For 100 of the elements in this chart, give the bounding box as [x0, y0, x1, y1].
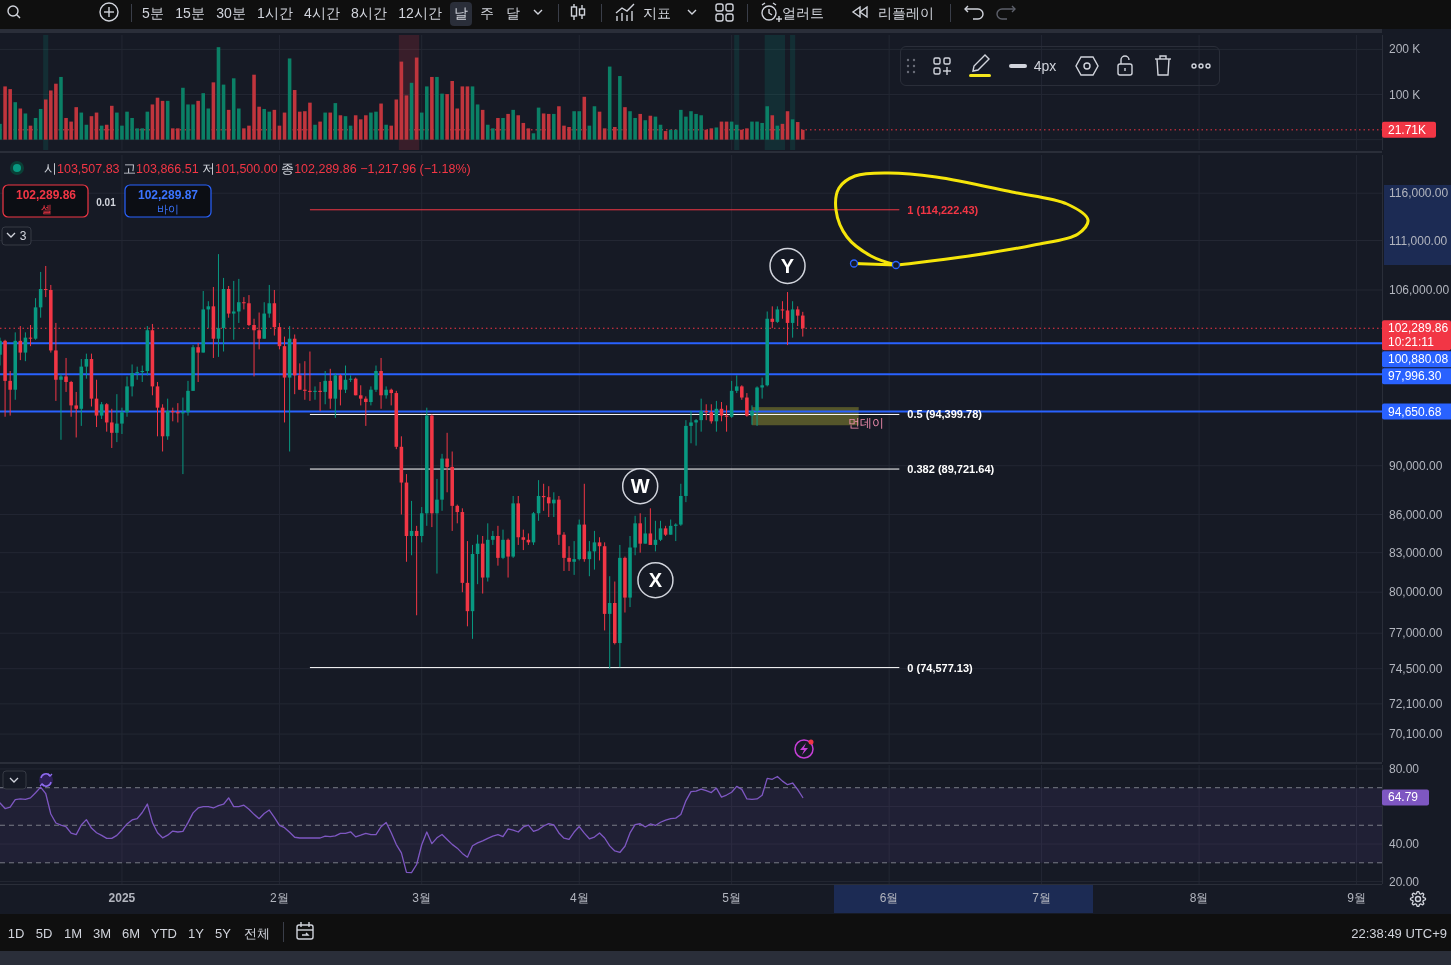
ref-line-label: 97,996.30 [1388, 369, 1442, 384]
y-tick-label: 72,100.00 [1389, 696, 1443, 711]
x-tick-label: 5월 [722, 891, 741, 905]
candlestick [130, 363, 134, 397]
candlestick [364, 395, 368, 427]
candlestick [115, 393, 119, 443]
candlestick [435, 478, 439, 575]
candlestick [567, 545, 571, 572]
candlestick [43, 265, 48, 298]
bar [196, 100, 200, 140]
series-label: 0.5 (94,399.78) [907, 408, 983, 421]
candlestick [8, 370, 12, 417]
candlestick [328, 368, 333, 410]
candlestick [303, 360, 307, 401]
candlestick [689, 410, 693, 444]
bar [704, 129, 709, 140]
candlestick [231, 280, 236, 341]
bar [663, 131, 668, 140]
text: 주 [480, 5, 494, 21]
text: 12시간 [398, 5, 442, 21]
annotation: 셀 [40, 203, 52, 215]
candlestick [237, 278, 241, 324]
y-tick-label: 200 K [1389, 42, 1421, 57]
candlestick [313, 385, 317, 401]
bar [430, 76, 434, 140]
text: 얼러트 [782, 5, 824, 21]
y-tick-label: 20.00 [1389, 874, 1420, 889]
text: 1D [7, 925, 25, 941]
candlestick [181, 397, 185, 475]
x-tick-label: 2025 [108, 891, 136, 905]
candlestick [110, 408, 114, 449]
text: 5Y [215, 925, 232, 941]
candlestick [369, 385, 373, 406]
candlestick [186, 380, 190, 417]
y-tick-label: 74,500.00 [1389, 661, 1443, 676]
series-label: 먼데이 [847, 416, 884, 431]
annotation: 0.01 [96, 196, 117, 208]
text: 1Y [188, 925, 205, 941]
text: YTD [151, 925, 177, 941]
candlestick [297, 362, 302, 391]
bar [313, 124, 317, 140]
text: 30분 [216, 5, 246, 21]
text: 5분 [142, 5, 164, 21]
series-label: 1 (114,222.43) [907, 203, 979, 216]
x-tick-label: 6월 [879, 891, 899, 905]
text: 64.79 [1388, 790, 1419, 805]
candlestick [140, 365, 145, 383]
y-tick-label: 77,000.00 [1389, 626, 1443, 641]
annotation: 바이 [157, 203, 179, 215]
x-tick-label: 4월 [569, 891, 589, 905]
bar [237, 108, 241, 140]
candlestick [638, 512, 642, 554]
bar [506, 113, 510, 140]
text: 6M [121, 925, 141, 941]
annotation: 102,289.87 [137, 188, 199, 202]
text: 지표 [643, 5, 671, 21]
candlestick [552, 491, 556, 518]
candlestick [699, 398, 703, 433]
bar [379, 103, 383, 140]
annotation: 시103,507.83 고103,866.51 저101,500.00 종102,289.86 −1,217.96 (−1.18%) [44, 162, 471, 176]
bar [110, 105, 114, 140]
ref-line-label: 94,650.68 [1388, 404, 1442, 419]
y-tick-label: 106,000.00 [1389, 283, 1450, 297]
bar [734, 124, 739, 140]
bar [501, 117, 505, 140]
annotation: 3 [19, 229, 27, 243]
candlestick [64, 357, 68, 393]
ref-line-label: 21.71K [1388, 122, 1427, 137]
text: 1M [63, 925, 83, 941]
candlestick [135, 366, 139, 381]
candlestick [69, 380, 73, 418]
candlestick [384, 385, 388, 400]
bar [201, 93, 206, 140]
candlestick [59, 373, 63, 441]
candlestick [745, 392, 749, 418]
candlestick [704, 403, 709, 421]
y-tick-label: 111,000.00 [1389, 233, 1448, 248]
bar [643, 120, 648, 140]
bar [714, 127, 719, 140]
y-tick-label: 100 K [1389, 87, 1421, 102]
annotation: 4px [1033, 58, 1057, 74]
annotation: Y [780, 254, 795, 277]
candlestick [196, 342, 200, 383]
y-tick-label: 83,000.00 [1389, 545, 1443, 560]
text: 리플레이 [878, 5, 934, 21]
candlestick [318, 381, 322, 412]
candlestick [445, 432, 449, 493]
bar [425, 86, 429, 140]
candlestick [750, 404, 754, 426]
y-tick-label: 90,000.00 [1389, 458, 1443, 473]
text: 달 [506, 5, 520, 21]
annotation: W [630, 475, 650, 498]
bar [262, 108, 266, 140]
candlestick [242, 296, 246, 310]
bar [511, 109, 515, 140]
bar [602, 128, 607, 140]
annotation: 102,289.86 [15, 188, 77, 202]
x-tick-label: 7월 [1032, 891, 1051, 905]
bar [13, 102, 18, 140]
candlestick [323, 370, 327, 405]
